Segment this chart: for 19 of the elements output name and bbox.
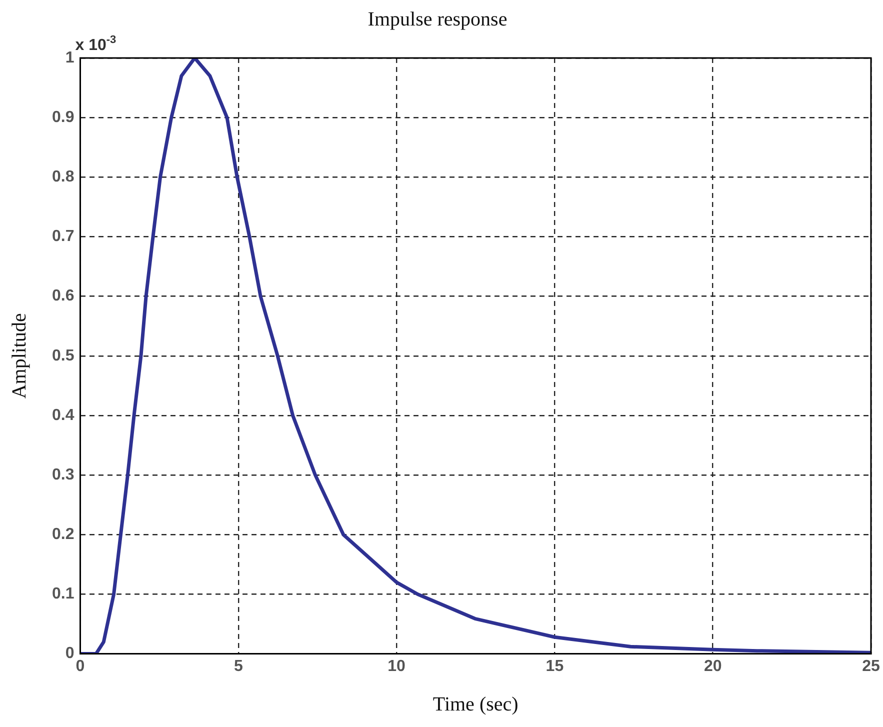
x-tick-label: 10	[388, 658, 406, 675]
x-tick-label: 5	[234, 658, 243, 675]
chart-title: Impulse response	[368, 8, 508, 30]
x-tick-label: 15	[546, 658, 564, 675]
y-axis-title: Amplitude	[8, 313, 30, 399]
y-tick-label: 0.7	[52, 228, 74, 246]
y-tick-label: 0.2	[52, 526, 74, 544]
y-tick-label: 0.1	[52, 586, 74, 603]
x-tick-label: 20	[704, 658, 722, 675]
y-tick-label: 0	[65, 645, 74, 662]
x-tick-label: 25	[862, 658, 880, 675]
y-tick-label: 0.3	[52, 466, 74, 484]
y-tick-label: 1	[65, 49, 74, 66]
y-tick-label: 0.5	[52, 347, 74, 364]
x-axis-title: Time (sec)	[432, 693, 518, 716]
y-tick-label: 0.8	[52, 168, 74, 186]
y-tick-label: 0.4	[52, 406, 74, 424]
y-tick-label: 0.9	[52, 108, 74, 126]
y-tick-label: 0.6	[52, 288, 74, 305]
